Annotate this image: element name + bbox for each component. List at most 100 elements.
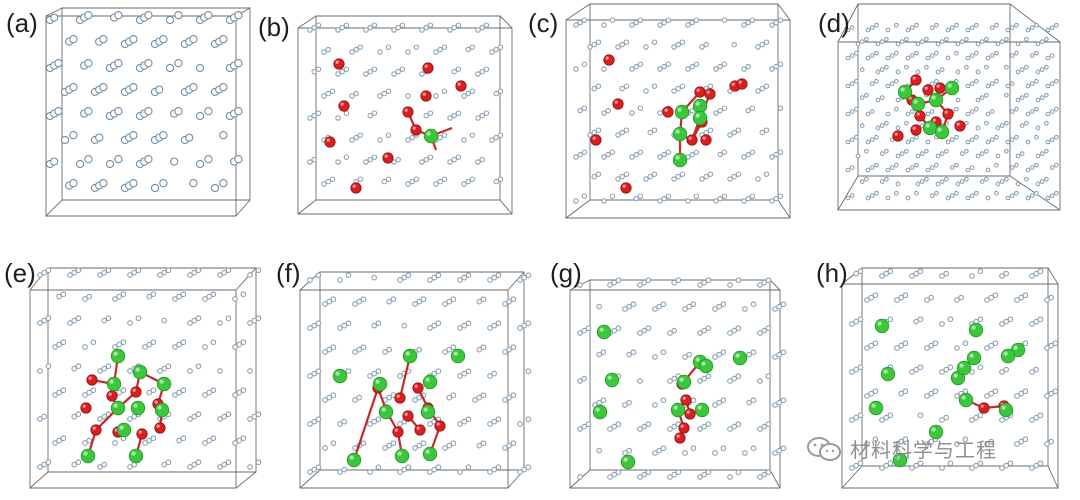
- lattice-atom: [225, 411, 232, 418]
- atom-highlight: [738, 80, 742, 84]
- lattice-atom: [772, 354, 778, 360]
- lattice-atom: [493, 90, 499, 97]
- atom-highlight: [696, 88, 700, 92]
- atom-highlight: [937, 127, 942, 132]
- atom-highlight: [412, 126, 416, 130]
- lattice-atom: [999, 465, 1005, 471]
- lattice-atom: [720, 301, 727, 308]
- lattice-atom: [1014, 441, 1020, 447]
- lattice-atom: [917, 268, 924, 275]
- lattice-atom: [977, 268, 984, 275]
- lattice-atom: [651, 127, 658, 133]
- lattice-atom: [641, 327, 648, 334]
- lattice-atom: [954, 393, 960, 399]
- lattice-atom: [849, 321, 855, 327]
- lattice-atom: [446, 346, 453, 353]
- lattice-atom: [999, 321, 1005, 327]
- lattice-atom: [661, 151, 667, 158]
- lattice-atom: [854, 78, 859, 84]
- lattice-atom: [451, 112, 457, 119]
- lattice-atom: [689, 107, 695, 114]
- lattice-atom: [1054, 190, 1059, 196]
- lattice-atom: [1035, 69, 1041, 75]
- lattice-atom: [761, 279, 768, 286]
- lattice-atom: [675, 41, 681, 48]
- lattice-atom: [757, 282, 763, 288]
- lattice-atom: [416, 442, 423, 449]
- lattice-atom: [741, 22, 747, 28]
- lattice-atom: [731, 375, 738, 382]
- lattice-atom: [665, 149, 672, 155]
- lattice-atom: [497, 132, 504, 138]
- lattice-atom: [913, 462, 920, 469]
- lattice-atom: [994, 50, 999, 56]
- lattice-atom: [105, 315, 112, 322]
- lattice-atom: [713, 66, 719, 72]
- atom-highlight: [701, 361, 706, 366]
- green-atom: [956, 360, 972, 376]
- lattice-atom: [701, 375, 708, 382]
- atom-highlight: [956, 122, 960, 126]
- lattice-atom: [591, 173, 597, 180]
- lattice-atom: [427, 277, 433, 283]
- atom-highlight: [916, 112, 920, 116]
- atom-highlight: [405, 351, 410, 356]
- lattice-atom: [1039, 179, 1045, 184]
- lattice-atom: [120, 339, 127, 346]
- box-edge: [777, 3, 791, 21]
- lattice-atom: [641, 423, 648, 430]
- lattice-atom: [450, 344, 457, 351]
- lattice-atom: [939, 321, 945, 327]
- lattice-atom: [761, 423, 768, 430]
- lattice-atom: [924, 64, 929, 70]
- lattice-atom: [939, 417, 945, 423]
- lattice-atom: [859, 39, 865, 44]
- lattice-atom: [234, 11, 243, 20]
- lattice-atom: [135, 267, 142, 274]
- lattice-atom: [345, 272, 352, 279]
- lattice-atom: [480, 296, 487, 303]
- lattice-atom: [337, 469, 343, 475]
- lattice-atom: [371, 66, 378, 72]
- lattice-atom: [337, 421, 343, 427]
- lattice-atom: [469, 44, 476, 50]
- lattice-atom: [307, 421, 313, 427]
- lattice-atom: [386, 394, 393, 401]
- lattice-atom: [984, 120, 989, 126]
- lattice-atom: [337, 277, 343, 283]
- lattice-atom: [975, 97, 981, 103]
- watermark-text: 材料科学与工程: [850, 438, 997, 462]
- atom-highlight: [932, 118, 936, 122]
- lattice-atom: [919, 151, 925, 156]
- lattice-atom: [928, 390, 935, 397]
- lattice-atom: [854, 106, 859, 112]
- lattice-atom: [495, 320, 502, 327]
- lattice-atom: [409, 178, 415, 185]
- panel-g: [569, 277, 787, 489]
- lattice-atom: [1044, 120, 1049, 126]
- lattice-atom: [1005, 139, 1011, 145]
- lattice-atom: [1045, 111, 1051, 117]
- lattice-atom: [326, 298, 333, 305]
- red-atom: [324, 136, 336, 148]
- green-atom: [958, 392, 974, 408]
- lattice-atom: [689, 63, 695, 70]
- red-atom: [736, 78, 748, 90]
- lattice-atom: [879, 179, 885, 184]
- lattice-atom: [999, 179, 1005, 184]
- lattice-atom: [909, 25, 915, 30]
- lattice-atom: [657, 66, 663, 72]
- lattice-atom: [979, 151, 985, 156]
- red-atom: [620, 182, 632, 194]
- lattice-atom: [129, 35, 138, 44]
- lattice-atom: [735, 277, 742, 284]
- lattice-atom: [595, 127, 602, 133]
- lattice-atom: [600, 349, 607, 356]
- lattice-atom: [712, 450, 718, 456]
- green-atom: [372, 376, 388, 392]
- lattice-atom: [1003, 270, 1010, 277]
- atom-highlight: [592, 136, 596, 140]
- lattice-atom: [984, 393, 990, 399]
- lattice-atom: [929, 25, 935, 30]
- red-atom: [680, 394, 692, 406]
